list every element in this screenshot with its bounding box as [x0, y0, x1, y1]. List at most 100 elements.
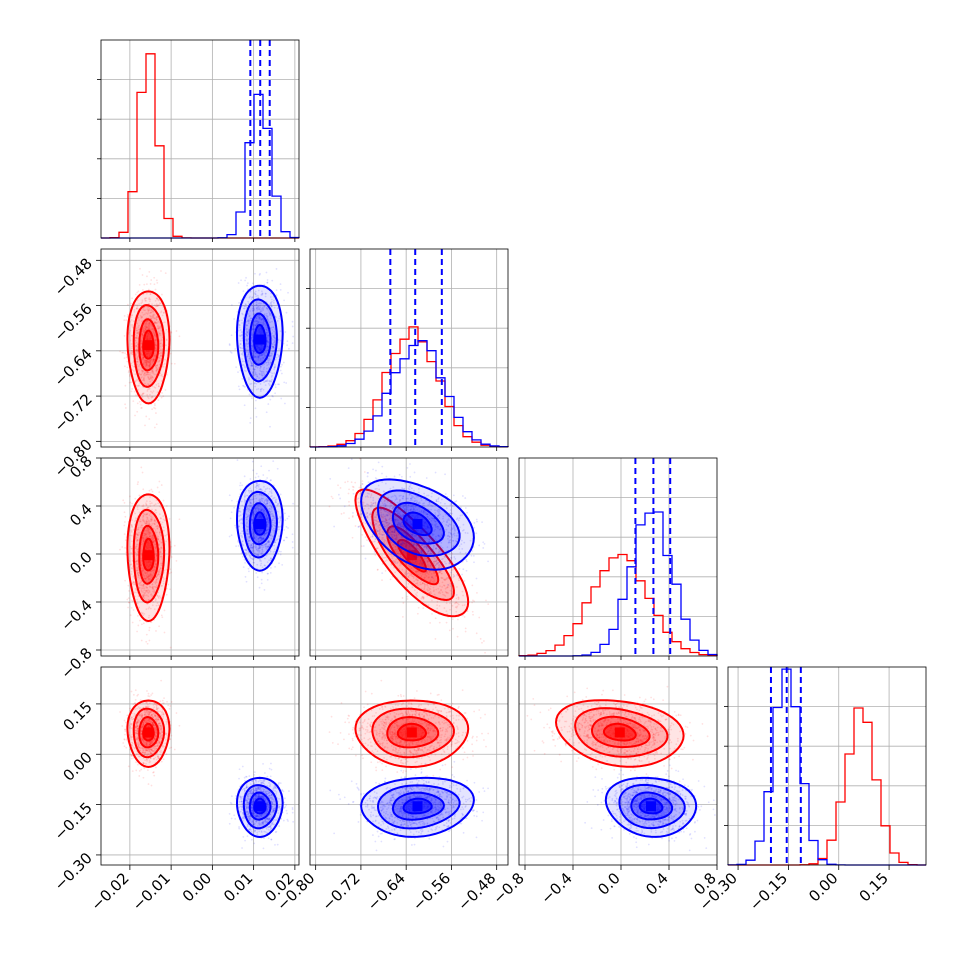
red-sample-point: [124, 352, 126, 354]
red-sample-point: [129, 495, 131, 497]
red-sample-point: [125, 407, 127, 409]
red-sample-point: [142, 488, 144, 490]
blue-sample-point: [283, 529, 285, 531]
blue-sample-point: [286, 518, 288, 520]
blue-sample-point: [287, 292, 289, 294]
red-sample-point: [150, 489, 152, 491]
red-sample-point: [131, 390, 133, 392]
blue-sample-point: [267, 579, 269, 581]
red-sample-point: [374, 554, 376, 556]
blue-sample-point: [277, 553, 279, 555]
blue-sample-point: [269, 426, 271, 428]
blue-sample-point: [280, 370, 282, 372]
blue-sample-point: [251, 397, 253, 399]
panel-1-0: [101, 249, 299, 447]
blue-sample-point: [276, 289, 278, 291]
blue-sample-point: [256, 473, 258, 475]
red-sample-point: [164, 610, 166, 612]
red-sample-point: [465, 631, 467, 633]
blue-sample-point: [292, 547, 294, 549]
red-sample-point: [170, 353, 172, 355]
red-sample-point: [127, 314, 129, 316]
blue-sample-point: [275, 386, 277, 388]
red-sample-point: [136, 411, 138, 413]
red-sample-point: [422, 607, 424, 609]
red-sample-point: [169, 518, 171, 520]
red-sample-point: [124, 365, 126, 367]
blue-sample-point: [274, 392, 276, 394]
red-sample-point: [123, 525, 125, 527]
blue-sample-point: [244, 475, 246, 477]
red-sample-point: [149, 627, 151, 629]
red-sample-point: [171, 556, 173, 558]
blue-sample-point: [259, 274, 261, 276]
blue-sample-point: [254, 273, 256, 275]
red-sample-point: [133, 609, 135, 611]
blue-sample-point: [268, 470, 270, 472]
red-sample-point: [361, 545, 363, 547]
blue-sample-point: [266, 411, 268, 413]
red-sample-point: [154, 404, 156, 406]
red-sample-point: [385, 570, 387, 572]
blue-sample-point: [245, 277, 247, 279]
red-sample-point: [344, 481, 346, 483]
blue-sample-point: [231, 534, 233, 536]
red-sample-point: [155, 289, 157, 291]
red-sample-point: [124, 385, 126, 387]
blue-sample-point: [241, 484, 243, 486]
blue-sample-point: [286, 312, 288, 314]
red-sample-point: [150, 283, 152, 285]
blue-sample-point: [240, 489, 242, 491]
red-sample-point: [435, 617, 437, 619]
blue-sample-point: [281, 564, 283, 566]
red-sample-point: [143, 622, 145, 624]
red-sample-point: [123, 319, 125, 321]
red-sample-point: [137, 402, 139, 404]
red-sample-point: [130, 614, 132, 616]
blue-sample-point: [246, 581, 248, 583]
red-sample-point: [170, 647, 172, 649]
red-sample-point: [153, 277, 155, 279]
red-sample-point: [137, 615, 139, 617]
red-sample-point: [472, 614, 474, 616]
red-sample-point: [176, 330, 178, 332]
blue-sample-point: [262, 474, 264, 476]
red-sample-point: [124, 403, 126, 405]
blue-sample-point: [235, 366, 237, 368]
red-sample-point: [355, 525, 357, 527]
blue-sample-point: [259, 587, 261, 589]
red-sample-point: [137, 483, 139, 485]
red-sample-point: [148, 271, 150, 273]
blue-sample-point: [256, 416, 258, 418]
blue-peak-bin: [255, 519, 265, 529]
red-sample-point: [148, 418, 150, 420]
red-sample-point: [139, 284, 141, 286]
red-sample-point: [158, 491, 160, 493]
red-sample-point: [125, 319, 127, 321]
panel-2-0: [101, 458, 299, 672]
blue-sample-point: [283, 381, 285, 383]
blue-sample-point: [266, 282, 268, 284]
red-sample-point: [132, 400, 134, 402]
red-sample-point: [125, 539, 127, 541]
red-sample-point: [140, 467, 142, 469]
red-sample-point: [364, 471, 366, 473]
blue-sample-point: [235, 545, 237, 547]
blue-sample-point: [255, 407, 257, 409]
blue-sample-point: [280, 366, 282, 368]
red-sample-point: [146, 275, 148, 277]
red-sample-point: [169, 588, 171, 590]
red-sample-point: [154, 403, 156, 405]
red-sample-point: [119, 549, 121, 551]
blue-sample-point: [238, 545, 240, 547]
blue-sample-point: [233, 318, 235, 320]
red-sample-point: [154, 427, 156, 429]
red-sample-point: [431, 613, 433, 615]
red-sample-point: [126, 361, 128, 363]
red-sample-point: [163, 500, 165, 502]
blue-sample-point: [267, 573, 269, 575]
blue-sample-point: [285, 331, 287, 333]
red-sample-point: [176, 560, 178, 562]
red-sample-point: [161, 484, 163, 486]
